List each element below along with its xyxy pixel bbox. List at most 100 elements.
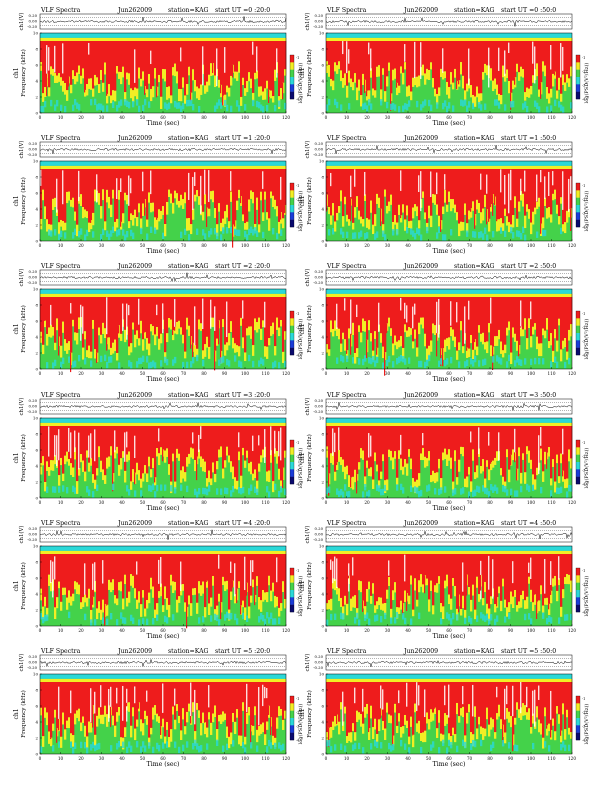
spectrogram-cell (208, 550, 211, 556)
spectrogram-cell (46, 297, 49, 334)
time-tick-label: 20 (78, 500, 84, 505)
spectrogram-cell (156, 554, 159, 604)
spectrogram-cell (492, 297, 495, 347)
waveform-axis-label: ch1(V) (304, 525, 311, 543)
spectrogram-cell (360, 448, 363, 459)
spectrogram-cell (246, 554, 249, 583)
spectrogram-cell (116, 598, 119, 606)
spectrogram-cell (482, 165, 485, 171)
spectrogram-cell (240, 297, 243, 318)
spectrogram-cell (248, 165, 251, 171)
spectrogram-cell (240, 605, 242, 615)
spectrogram-cell (482, 485, 485, 492)
spectrogram-cell (132, 215, 135, 226)
spectrogram-cell (282, 581, 285, 592)
colorbar-tick-label: -1 (296, 56, 299, 60)
spectrogram-cell (526, 169, 529, 205)
spectrogram-cell (122, 554, 125, 599)
spectrogram-cell (366, 554, 369, 590)
spectrogram-cell (188, 99, 191, 107)
spectrogram-cell (246, 422, 249, 428)
spectrogram-cell (140, 37, 143, 43)
spectrogram-cell (48, 229, 51, 236)
spectrogram-cell (352, 322, 355, 335)
spectrogram-cell (252, 169, 255, 193)
spectrogram-cell (410, 41, 413, 92)
spectrogram-cell (412, 341, 415, 349)
spectrogram-cell (538, 41, 541, 90)
spectrogram-cell (234, 343, 237, 353)
spectrogram-cell (138, 67, 141, 79)
spectrogram-cell (398, 106, 401, 113)
spectrogram-cell (346, 165, 349, 171)
spectrogram-cell (42, 189, 45, 201)
spectrogram-cell (222, 293, 225, 299)
spectrogram-cell (560, 165, 563, 171)
spectrogram-cell (568, 426, 571, 450)
spectrogram-cell (554, 189, 557, 200)
spectrogram-cell (426, 348, 429, 361)
spectrogram-cell (100, 234, 103, 241)
spectrogram-cell (98, 165, 101, 171)
spectrogram-cell (244, 169, 247, 224)
spectrogram-cell (514, 165, 517, 171)
spectrogram-cell (504, 104, 507, 111)
spectrogram-cell (216, 426, 219, 462)
waveform-tick-label: 0.00 (29, 404, 38, 409)
spectrogram-cell (338, 328, 341, 340)
spectrogram-cell (416, 599, 419, 607)
spectrogram-cell (396, 477, 399, 485)
spectrogram-cell (272, 422, 275, 428)
spectrogram-cell (118, 426, 121, 465)
spectrogram-cell (82, 550, 85, 556)
spectrogram-cell (154, 169, 157, 218)
spectrogram-cell (242, 600, 245, 608)
spectrogram-cell (104, 41, 107, 63)
spectrogram-cell (398, 41, 401, 86)
spectrogram-cell (496, 165, 499, 171)
spectrogram-cell (404, 459, 407, 468)
spectrogram-cell (396, 341, 399, 350)
spectrogram-cell (258, 360, 261, 367)
spectrogram-cell (542, 426, 545, 472)
spectrogram-cell (384, 603, 387, 615)
spectrogram-cell (438, 169, 441, 216)
spectrogram-cell (448, 169, 451, 192)
spectrogram-cell (396, 484, 399, 491)
waveform-trace (39, 529, 287, 540)
spectrogram-cell (430, 62, 433, 70)
spectrogram-cell (174, 356, 177, 364)
spectrogram-cell (396, 165, 399, 171)
spectrogram-cell (228, 41, 231, 88)
spectrogram-cell (356, 37, 359, 43)
spectrogram-cell (514, 77, 516, 85)
spectrogram-cell (274, 346, 277, 356)
spectrogram-cell (552, 193, 555, 201)
spectrogram-cell (390, 617, 393, 624)
spectrogram-cell (440, 478, 443, 491)
panel-header-station: station=KAG (168, 263, 209, 270)
spectrogram-cell (472, 169, 475, 202)
spectrogram-cell (452, 293, 455, 299)
spectrogram-cell (238, 229, 241, 237)
spectrogram-cell (236, 480, 239, 490)
spectrogram-cell (198, 554, 201, 582)
spectrogram-cell (82, 37, 85, 43)
spectrogram-cell (234, 71, 237, 79)
spectrogram-cell (184, 602, 187, 612)
spectrogram-cell (422, 317, 425, 329)
spectrogram-cell (540, 170, 542, 183)
freq-tick-label: 4 (35, 592, 38, 597)
freq-tick-label: 6 (321, 191, 324, 196)
spectrogram-cell (48, 37, 51, 43)
time-tick-label: 90 (222, 243, 228, 248)
spectrogram-cell (76, 165, 79, 171)
spectrogram-cell (374, 550, 377, 556)
spectrogram-cell (66, 554, 69, 598)
spectrogram-cell (442, 71, 445, 80)
spectrogram-cell (108, 554, 111, 580)
spectrogram-cell (232, 580, 234, 588)
spectrogram-cell (374, 452, 377, 462)
spectrogram-cell (236, 422, 239, 428)
spectrogram-cell (392, 550, 395, 556)
